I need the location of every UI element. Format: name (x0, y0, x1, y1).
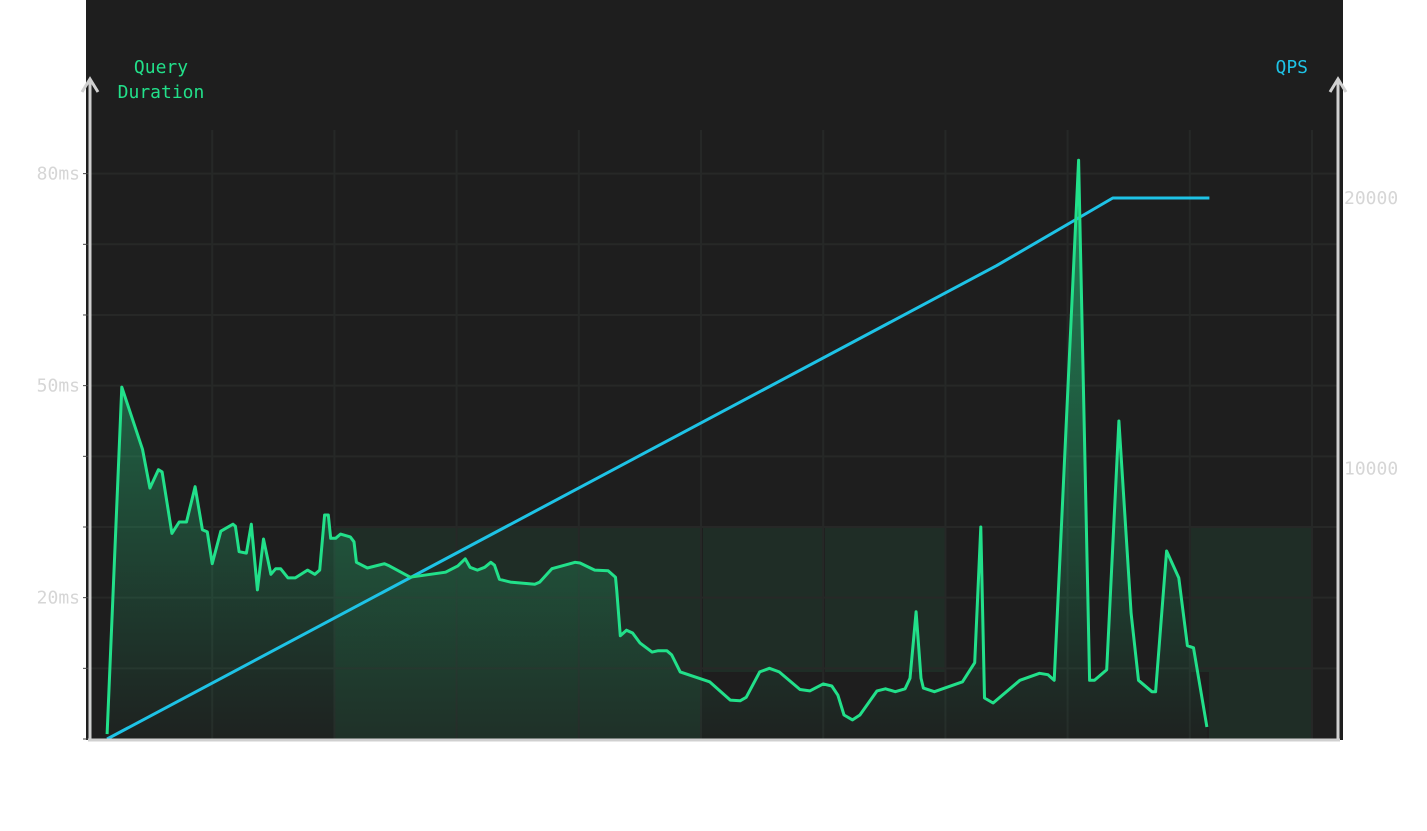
left-axis-ticks: 20ms 50ms 80ms (37, 164, 88, 740)
left-tick-label: 50ms (37, 376, 80, 397)
background-band (825, 528, 945, 672)
duration-line (105, 158, 1209, 735)
left-axis-title-line2: Duration (118, 82, 205, 103)
background-band (703, 528, 823, 672)
left-tick-label: 80ms (37, 164, 80, 185)
right-tick-label: 10000 (1344, 459, 1398, 480)
background-band (1209, 672, 1311, 740)
background-band (1191, 528, 1311, 672)
right-axis-ticks: 10000 20000 (1344, 188, 1398, 480)
right-axis-arrow-icon (1328, 76, 1348, 93)
right-tick-label: 20000 (1344, 188, 1398, 209)
left-axis-title-line1: Query (134, 57, 188, 78)
right-axis-title: QPS (1275, 57, 1308, 78)
qps-line (106, 196, 1210, 741)
left-axis-arrow-icon (80, 76, 100, 93)
left-tick-label: 20ms (37, 588, 80, 609)
